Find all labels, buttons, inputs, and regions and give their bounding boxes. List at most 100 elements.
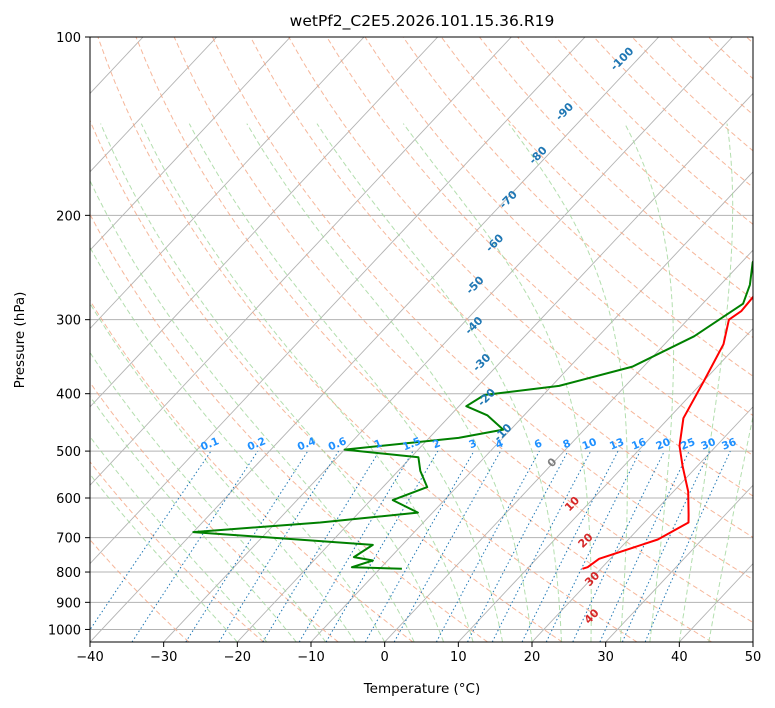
- mixing-ratio-line: [131, 450, 259, 642]
- isotherm-line: [0, 37, 69, 642]
- mixing-ratio-line: [218, 450, 340, 642]
- isotherm-line: [90, 37, 512, 486]
- mixing-ratio-line: [185, 450, 309, 642]
- mixing-ratio-line: [364, 450, 475, 642]
- dry-adiabat-line: [90, 213, 488, 642]
- moist-adiabat-line: [316, 123, 562, 642]
- dry-adiabat-line: [90, 299, 414, 642]
- mixing-ratio-line: [644, 450, 731, 642]
- mixing-ratio-label: 4: [494, 437, 505, 451]
- isotherm-line: [90, 37, 660, 642]
- mixing-ratio-label: 16: [630, 436, 648, 453]
- y-tick-label: 800: [56, 566, 81, 581]
- mixing-ratio-line: [90, 450, 212, 631]
- isotherm-line: [90, 37, 439, 408]
- moist-adiabat-line: [100, 123, 445, 642]
- moist-adiabat-line: [90, 351, 327, 642]
- moist-adiabat-line: [90, 246, 386, 642]
- isotherm-label: 40: [582, 606, 602, 626]
- dry-adiabat-line: [90, 119, 563, 642]
- dry-adiabat-line: [708, 37, 753, 80]
- dry-adiabat-line: [288, 37, 753, 497]
- isotherm-line: [90, 37, 218, 173]
- y-tick-label: 200: [56, 209, 81, 224]
- mixing-ratio-line: [599, 450, 690, 642]
- mixing-ratio-label: 30: [699, 436, 717, 453]
- y-tick-label: 400: [56, 388, 81, 403]
- plot-frame: [89, 36, 754, 643]
- dry-adiabat-line: [631, 37, 753, 152]
- x-tick-label: 10: [450, 650, 467, 665]
- isotherm-label: -70: [497, 188, 520, 211]
- zero-isotherm-label: 0: [545, 455, 560, 470]
- mixing-ratio-label: 20: [654, 436, 672, 453]
- isotherm-line: [163, 37, 733, 642]
- dry-adiabat-line: [173, 37, 753, 624]
- isotherm-line: [237, 92, 753, 642]
- isotherm-label: -90: [553, 100, 576, 123]
- y-tick-label: 900: [56, 596, 81, 611]
- isotherm-line: [90, 37, 586, 565]
- x-axis-ticks: −40 −30 −20 −10 0 10 20 30 40 50: [76, 642, 761, 665]
- mixing-ratio-line: [262, 450, 380, 642]
- moist-adiabat-line: [508, 123, 628, 642]
- mixing-ratio-label: 36: [720, 436, 738, 453]
- x-tick-label: 20: [524, 650, 541, 665]
- dry-adiabat-line: [97, 37, 638, 642]
- dry-adiabat-line: [90, 461, 264, 642]
- moist-adiabat-line: [90, 302, 356, 642]
- x-tick-label: 40: [671, 650, 688, 665]
- x-tick-label: 0: [381, 650, 389, 665]
- moist-adiabat-line: [90, 395, 297, 642]
- moist-adiabat-line: [90, 473, 238, 642]
- y-tick-label: 500: [56, 445, 81, 460]
- dry-adiabat-line: [90, 539, 190, 642]
- isotherm-label: 10: [562, 494, 582, 514]
- isotherm-line: [605, 484, 753, 642]
- y-tick-label: 100: [56, 31, 81, 46]
- dry-adiabat-line: [211, 37, 753, 581]
- dry-adiabat-line: [135, 37, 712, 642]
- mixing-ratio-line: [621, 450, 711, 642]
- y-axis-ticks: 100 200 300 400 500 600 700 800 900 1000: [48, 31, 90, 638]
- isotherm-label: -100: [608, 44, 637, 73]
- mixing-ratio-line: [325, 450, 439, 642]
- y-tick-label: 1000: [48, 623, 81, 638]
- moist-adiabat-line: [708, 414, 753, 642]
- mixing-ratio-line: [491, 450, 592, 642]
- mixing-ratio-label: 3: [467, 437, 478, 451]
- chart-title: wetPf2_C2E5.2026.101.15.36.R19: [290, 12, 555, 31]
- mixing-ratio-line: [435, 450, 540, 642]
- moist-adiabat-line: [90, 179, 415, 642]
- y-tick-label: 300: [56, 314, 81, 329]
- x-tick-label: −10: [297, 650, 324, 665]
- mixing-ratio-label: 2: [431, 437, 442, 451]
- isotherm-line: [531, 406, 753, 642]
- moist-adiabat-line: [678, 123, 734, 642]
- mixing-ratio-label: 10: [581, 436, 599, 453]
- mixing-ratio-line: [467, 450, 569, 642]
- mixing-ratio-label: 6: [533, 437, 544, 451]
- x-tick-label: −20: [224, 650, 251, 665]
- isotherm-line: [752, 641, 753, 642]
- isotherm-label: 20: [576, 530, 596, 550]
- dry-adiabat-line: [326, 37, 753, 457]
- isotherm-line: [90, 37, 291, 251]
- isotherm-label: -30: [470, 351, 493, 374]
- isotherm-line: [310, 171, 753, 642]
- dry-adiabat-line: [402, 37, 753, 377]
- x-tick-label: −30: [150, 650, 177, 665]
- isotherm-label: -20: [475, 386, 498, 409]
- isotherm-label: -50: [463, 273, 486, 296]
- dewpoint-profile-line: [192, 259, 753, 570]
- x-tick-label: 50: [745, 650, 762, 665]
- moist-adiabat-line: [246, 123, 533, 642]
- mixing-ratio-line: [521, 450, 619, 642]
- dry-adiabat-line: [746, 37, 753, 44]
- isotherm-label: -80: [527, 144, 550, 167]
- x-tick-label: 30: [597, 650, 614, 665]
- profiles: [192, 259, 753, 570]
- isotherm-line: [458, 327, 753, 642]
- y-tick-label: 600: [56, 492, 81, 507]
